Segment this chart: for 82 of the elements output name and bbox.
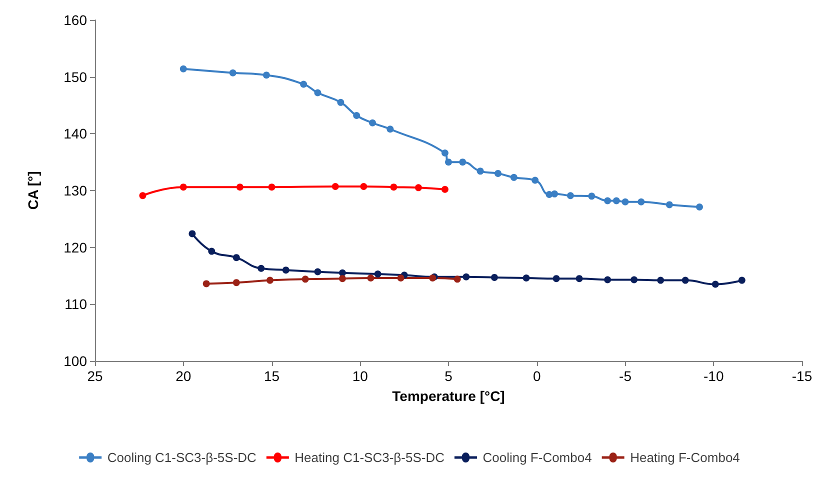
point bbox=[353, 112, 360, 119]
point bbox=[494, 170, 502, 177]
point bbox=[360, 183, 368, 190]
point bbox=[180, 65, 187, 72]
point bbox=[510, 174, 518, 181]
point bbox=[332, 183, 339, 190]
point bbox=[229, 69, 236, 76]
point bbox=[588, 192, 596, 200]
legend-label: Cooling C1-SC3-β-5S-DC bbox=[107, 450, 256, 465]
point bbox=[441, 186, 448, 193]
point bbox=[552, 275, 560, 282]
point bbox=[445, 158, 452, 166]
point bbox=[232, 254, 240, 262]
point bbox=[522, 274, 530, 282]
point bbox=[604, 276, 612, 284]
point bbox=[367, 274, 374, 282]
point bbox=[180, 184, 187, 191]
point bbox=[462, 273, 470, 280]
legend-label: Heating C1-SC3-β-5S-DC bbox=[294, 450, 444, 465]
x-tick-label: -10 bbox=[704, 368, 724, 384]
x-tick-label: 10 bbox=[352, 368, 368, 384]
point bbox=[622, 198, 629, 206]
legend-label: Cooling F-Combo4 bbox=[482, 450, 592, 465]
point bbox=[282, 266, 290, 274]
x-tick-label: 15 bbox=[264, 368, 280, 384]
x-tick-label: -15 bbox=[792, 368, 812, 384]
point bbox=[490, 274, 498, 281]
x-tick-label: 0 bbox=[532, 368, 541, 384]
point bbox=[208, 248, 216, 255]
y-tick-label: 150 bbox=[64, 68, 88, 85]
point bbox=[139, 192, 146, 200]
point bbox=[459, 158, 466, 166]
y-tick-label: 110 bbox=[64, 296, 88, 312]
point bbox=[300, 80, 308, 88]
point bbox=[576, 275, 583, 282]
y-tick-label: 100 bbox=[64, 353, 88, 369]
y-tick-label: 130 bbox=[64, 182, 88, 198]
point bbox=[682, 276, 689, 284]
point bbox=[232, 279, 240, 286]
point bbox=[337, 98, 344, 106]
point bbox=[712, 280, 719, 288]
x-tick-label: 25 bbox=[87, 368, 103, 384]
point bbox=[338, 275, 346, 282]
point bbox=[188, 230, 196, 238]
point bbox=[397, 274, 404, 282]
point bbox=[390, 184, 398, 191]
y-axis-title: CA [°] bbox=[25, 171, 41, 210]
point bbox=[604, 197, 612, 204]
point bbox=[532, 176, 539, 184]
point bbox=[612, 197, 620, 204]
point bbox=[262, 72, 270, 79]
point bbox=[258, 264, 265, 272]
point bbox=[666, 201, 673, 208]
point bbox=[268, 184, 276, 191]
point bbox=[202, 280, 210, 288]
point bbox=[738, 276, 746, 284]
point bbox=[302, 276, 309, 283]
point bbox=[657, 276, 664, 284]
point bbox=[236, 184, 244, 191]
point bbox=[476, 168, 484, 175]
x-tick-label: 20 bbox=[176, 368, 192, 384]
x-tick-label: -5 bbox=[619, 368, 632, 384]
point bbox=[630, 276, 638, 284]
x-axis-title: Temperature [°C] bbox=[392, 388, 505, 404]
point bbox=[369, 119, 376, 126]
point bbox=[696, 203, 703, 210]
y-tick-label: 160 bbox=[64, 12, 88, 28]
point bbox=[638, 198, 645, 206]
point bbox=[266, 276, 274, 284]
point bbox=[314, 89, 322, 96]
x-tick-label: 5 bbox=[444, 368, 453, 384]
point bbox=[374, 270, 382, 278]
y-tick-label: 120 bbox=[64, 239, 88, 256]
point bbox=[454, 276, 461, 283]
point bbox=[566, 192, 574, 200]
point bbox=[314, 268, 322, 276]
point bbox=[551, 190, 558, 198]
y-tick-label: 140 bbox=[64, 126, 88, 142]
point bbox=[414, 184, 422, 192]
legend-label: Heating F-Combo4 bbox=[630, 450, 740, 465]
point bbox=[441, 149, 448, 156]
point bbox=[386, 126, 394, 133]
